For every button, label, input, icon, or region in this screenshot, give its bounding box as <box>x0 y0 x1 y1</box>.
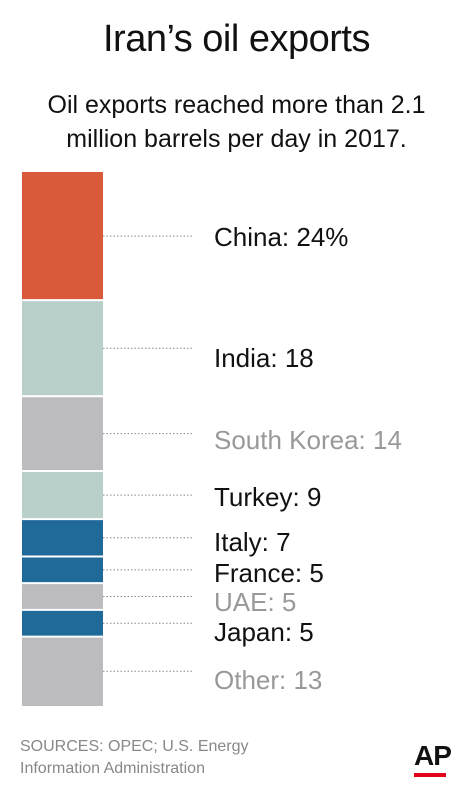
bar-segment-france <box>22 556 103 584</box>
bar-segment-other <box>22 636 103 706</box>
chart-subtitle: Oil exports reached more than 2.1 millio… <box>0 88 473 156</box>
subtitle-line-2: million barrels per day in 2017. <box>66 125 407 153</box>
bar-segment-italy <box>22 519 103 557</box>
bar-segment-south-korea <box>22 396 103 472</box>
label-france: France: 5 <box>214 558 324 588</box>
ap-logo: AP <box>414 740 452 771</box>
bar-segment-china <box>22 172 103 301</box>
source-line-1: SOURCES: OPEC; U.S. Energy <box>20 738 249 755</box>
ap-logo-underline <box>414 773 446 777</box>
bar-segment-uae <box>22 583 103 610</box>
label-italy: Italy: 7 <box>214 527 291 557</box>
source-line-2: Information Administration <box>20 760 205 777</box>
bar-segment-turkey <box>22 471 103 520</box>
label-other: Other: 13 <box>214 665 322 695</box>
bar-segment-japan <box>22 609 103 637</box>
source-note: SOURCES: OPEC; U.S. Energy Information A… <box>20 736 249 780</box>
stacked-bar-chart: China: 24% India: 18 South Korea: 14 Turkey… <box>22 172 402 706</box>
chart-title: Iran’s oil exports <box>103 18 370 60</box>
label-turkey: Turkey: 9 <box>214 482 321 512</box>
label-china: China: 24% <box>214 222 348 252</box>
label-south-korea: South Korea: 14 <box>214 425 402 455</box>
bar-segment-india <box>22 300 103 397</box>
label-india: India: 18 <box>214 343 314 373</box>
label-uae: UAE: 5 <box>214 587 296 617</box>
subtitle-line-1: Oil exports reached more than 2.1 <box>47 91 426 119</box>
label-japan: Japan: 5 <box>214 617 314 647</box>
